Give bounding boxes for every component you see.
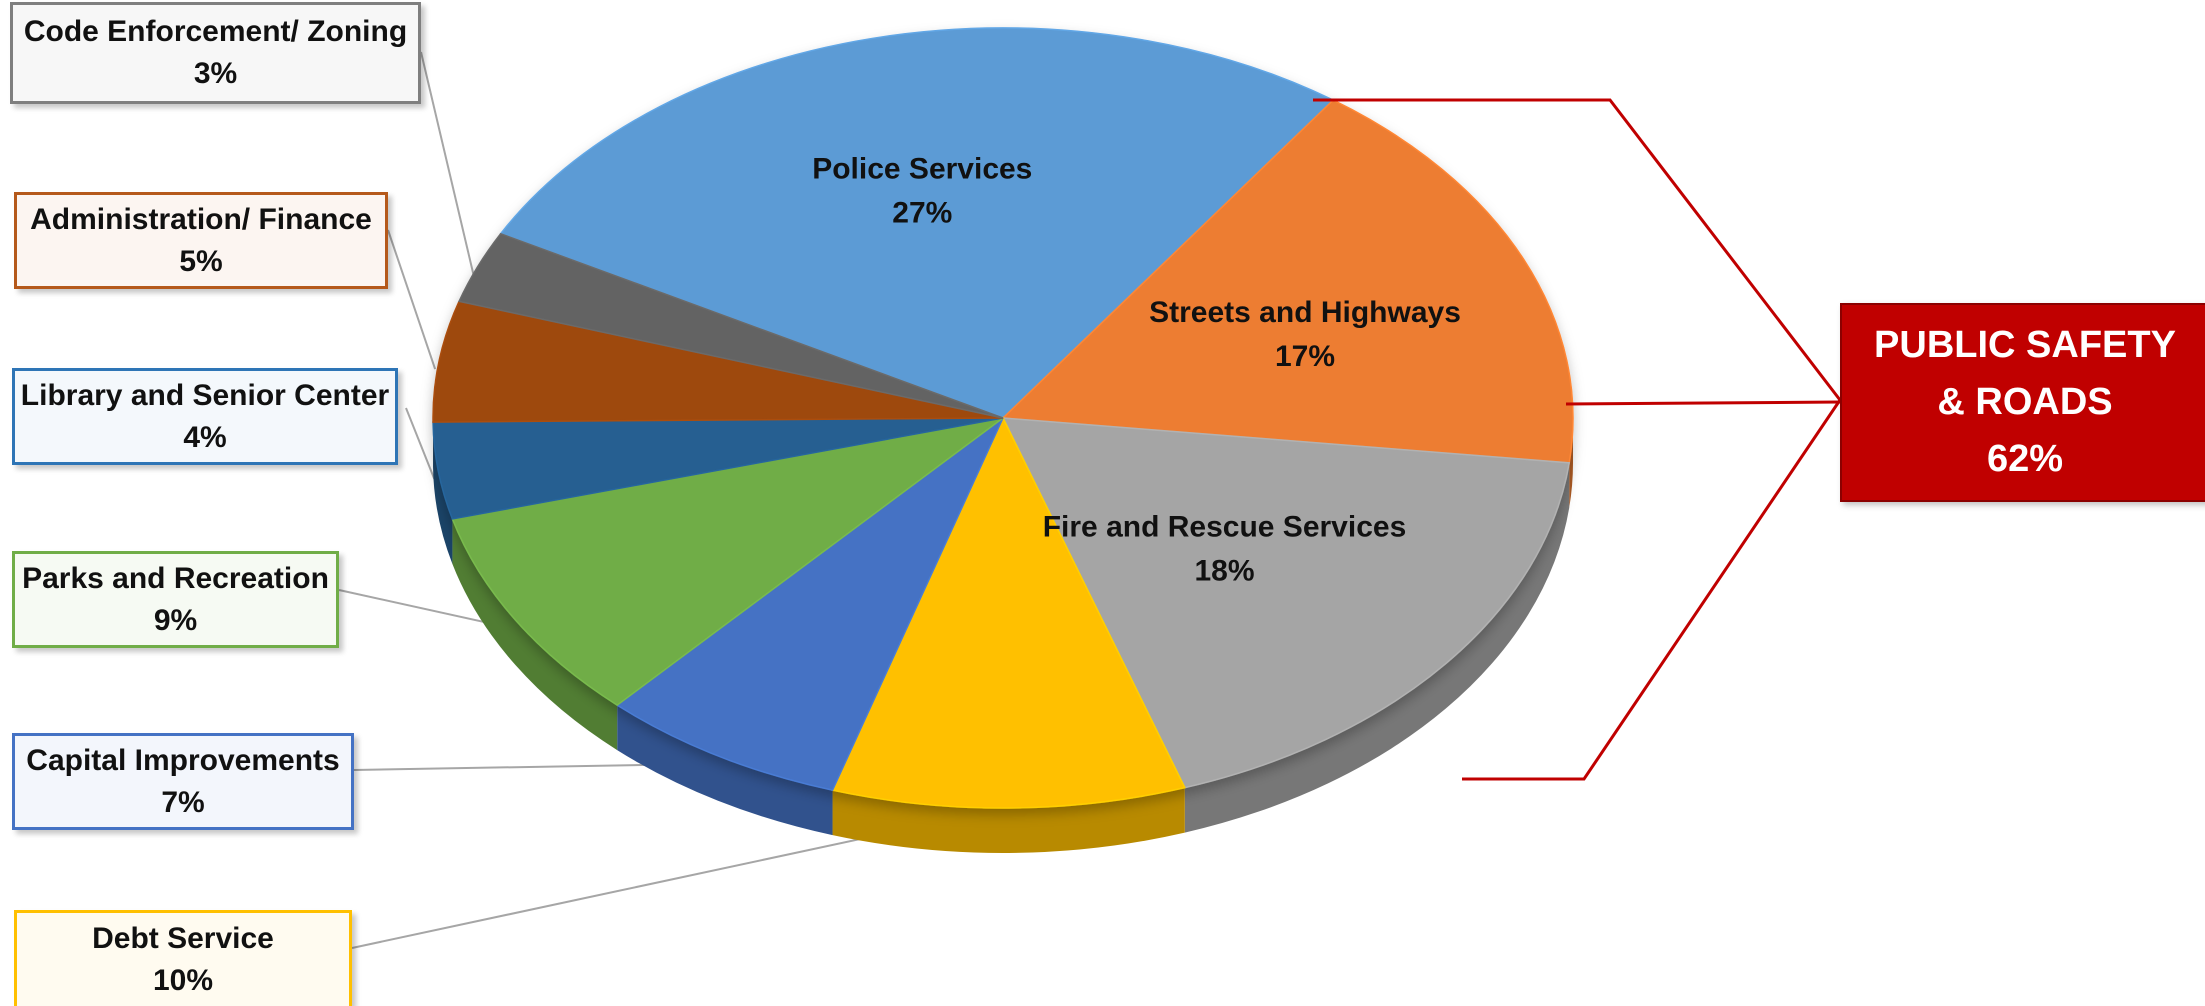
callout-capital: Capital Improvements 7% — [12, 733, 354, 830]
callout-administration: Administration/ Finance 5% — [14, 192, 388, 289]
callout-value: 3% — [193, 57, 238, 90]
slice-value-police-services: 27% — [892, 197, 952, 230]
callout-label: Library and Senior Center — [20, 378, 390, 412]
slice-police-services — [499, 27, 1335, 419]
callout-debt: Debt Service 10% — [14, 910, 352, 1006]
callout-label: Debt Service — [92, 921, 274, 955]
group-value: 62% — [1986, 438, 2064, 480]
group-title-line2: & ROADS — [1937, 381, 2113, 423]
callout-label: Parks and Recreation — [22, 561, 329, 595]
bracket-line-top — [1313, 98, 1842, 401]
leader-line-administration-finance — [387, 229, 437, 370]
callout-value: 7% — [161, 785, 205, 819]
slice-administration-finance — [432, 300, 1004, 423]
bracket-line-middle — [1565, 400, 1841, 406]
callout-label: Code Enforcement/ Zoning — [23, 15, 408, 48]
slice-debt-service — [831, 416, 1186, 809]
callout-value: 4% — [183, 420, 227, 454]
public-safety-roads-box: PUBLIC SAFETY & ROADS 62% — [1840, 303, 2205, 502]
callout-label: Administration/ Finance — [30, 202, 372, 236]
callout-value: 5% — [179, 244, 223, 278]
slice-value-fire-and-rescue-services: 18% — [1194, 555, 1254, 588]
callout-code-enforcement: Code Enforcement/ Zoning 3% — [10, 2, 421, 104]
slice-code-enforcement-zoning — [458, 232, 1004, 419]
callout-parks: Parks and Recreation 9% — [12, 551, 339, 648]
callout-label: Capital Improvements — [26, 743, 340, 777]
slice-value-streets-and-highways: 17% — [1275, 340, 1335, 373]
slice-side-parks-and-recreation — [452, 518, 618, 751]
bracket-line-bottom — [1462, 399, 1842, 781]
leader-line-library-and-senior-center — [405, 407, 436, 480]
slice-parks-and-recreation — [451, 417, 1004, 706]
slice-label-police-services: Police Services — [812, 153, 1032, 186]
slice-side-capital-improvements — [617, 705, 833, 836]
slice-side-library-and-senior-center — [433, 422, 453, 564]
callout-value: 9% — [153, 603, 198, 637]
slice-capital-improvements — [615, 417, 1004, 792]
slice-fire-and-rescue-services — [1001, 417, 1571, 789]
callout-library: Library and Senior Center 4% — [12, 368, 398, 465]
slice-streets-and-highways — [1001, 99, 1574, 464]
callout-value: 10% — [152, 963, 214, 997]
slice-label-fire-and-rescue-services: Fire and Rescue Services — [1043, 511, 1407, 544]
leader-line-code-enforcement-zoning — [420, 51, 475, 276]
slice-label-streets-and-highways: Streets and Highways — [1149, 296, 1461, 329]
group-title-line1: PUBLIC SAFETY — [1874, 324, 2176, 366]
slice-side-fire-and-rescue-services — [1184, 462, 1570, 833]
